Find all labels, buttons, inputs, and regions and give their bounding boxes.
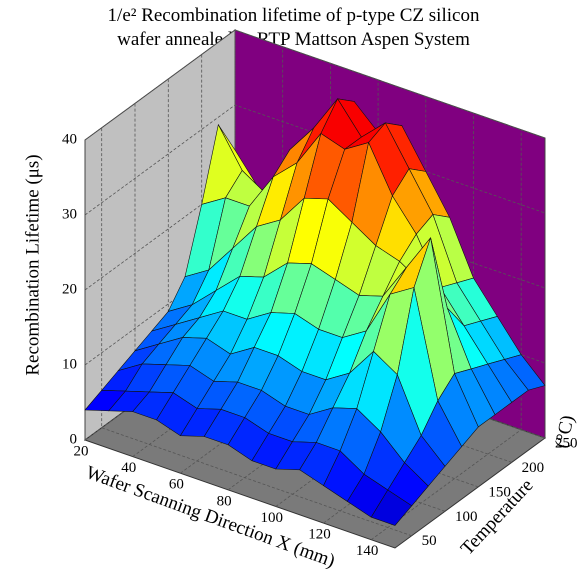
x-tick-label: 100 [261, 510, 284, 526]
x-tick-label: 40 [121, 460, 136, 476]
y-tick-label: 100 [455, 509, 478, 525]
x-tick-label: 20 [74, 443, 89, 459]
surface-patch [370, 489, 413, 526]
z-tick-label: 0 [70, 431, 78, 447]
z-tick-label: 40 [62, 131, 77, 147]
y-tick-label: 250 [555, 435, 578, 451]
x-tick-label: 120 [308, 527, 331, 543]
z-tick-label: 30 [62, 206, 77, 222]
z-axis-label: Recombination Lifetime (μs) [22, 154, 43, 375]
y-tick-label: 50 [422, 533, 437, 549]
z-tick-label: 10 [62, 356, 77, 372]
x-tick-label: 140 [356, 543, 379, 559]
z-tick-label: 20 [62, 281, 77, 297]
x-tick-label: 60 [169, 477, 184, 493]
chart-title: 1/e² Recombination lifetime of p-type CZ… [0, 4, 587, 52]
title-line: wafer annealed in RTP Mattson Aspen Syst… [117, 29, 470, 50]
title-line: 1/e² Recombination lifetime of p-type CZ… [107, 5, 480, 26]
y-tick-label: 150 [488, 484, 511, 500]
x-tick-label: 80 [217, 493, 232, 509]
y-tick-label: 200 [522, 460, 545, 476]
